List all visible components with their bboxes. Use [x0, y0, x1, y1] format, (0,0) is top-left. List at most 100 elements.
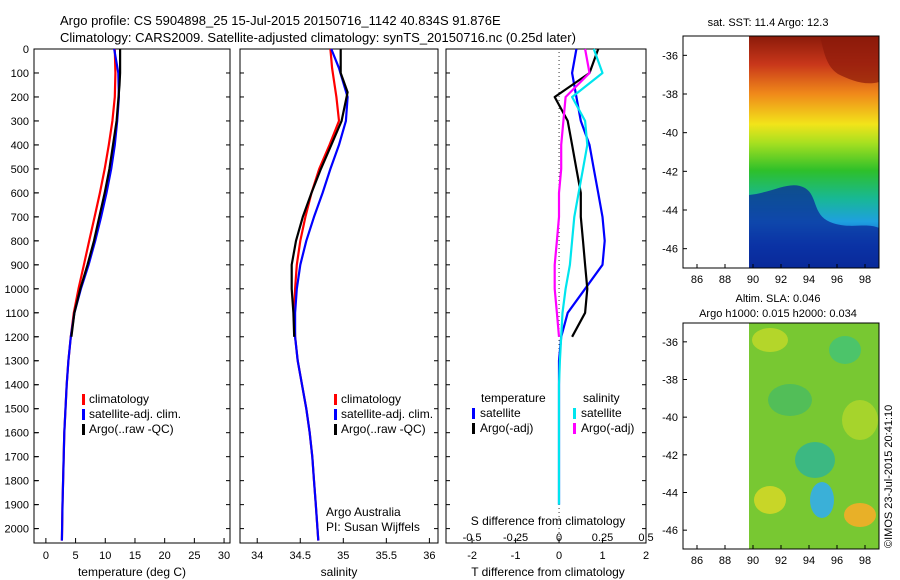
s-tick-label: 0: [556, 532, 562, 544]
x-tick-label: 2: [643, 550, 649, 562]
map-y-tick-label: -46: [662, 525, 678, 537]
depth-tick-label: 900: [11, 260, 29, 272]
map-x-tick-label: 90: [747, 274, 759, 286]
map-y-tick-label: -36: [662, 50, 678, 62]
series-line: [60, 48, 117, 541]
depth-tick-label: 1400: [5, 380, 29, 392]
s-tick-label: 0.5: [638, 532, 653, 544]
temperature-series: [60, 48, 122, 541]
sla-map-axes: 86 88 90 92 94 96 98 -36 -38 -40 -42 -44 -46: [662, 337, 871, 567]
x-tick-label: 25: [188, 550, 200, 562]
sla-blob: [829, 336, 861, 364]
depth-tick-label: 1600: [5, 428, 29, 440]
difference-x-axis: -2 -1 0 1 2 -0.5 -0.25 0 0.25 0.5: [446, 48, 654, 562]
depth-tick-label: 100: [11, 68, 29, 80]
difference-legend: temperature salinitysatelliteArgo(-adj)sa…: [472, 391, 634, 435]
x-tick-label: 30: [218, 550, 230, 562]
x-tick-label: 0: [43, 550, 49, 562]
depth-tick-label: 1700: [5, 452, 29, 464]
map-x-tick-label: 94: [803, 274, 815, 286]
map-x-tick-label: 94: [803, 555, 815, 567]
sst-warm-patch: [820, 36, 879, 84]
series-line: [293, 48, 341, 541]
map-x-tick-label: 98: [859, 555, 871, 567]
map-x-tick-label: 86: [691, 274, 703, 286]
legend-title-salinity: salinity: [583, 391, 620, 405]
sla-map-panel: Altim. SLA: 0.046 Argo h1000: 0.015 h200…: [662, 293, 880, 567]
legend-label: climatology: [341, 392, 401, 406]
sla-map-title-line1: Altim. SLA: 0.046: [736, 293, 821, 305]
s-tick-label: 0.25: [592, 532, 613, 544]
depth-tick-label: 0: [23, 44, 29, 56]
legend-label: climatology: [89, 392, 149, 406]
x-tick-label: -1: [511, 550, 521, 562]
x-tick-label: 35: [337, 550, 349, 562]
depth-tick-label: 1900: [5, 500, 29, 512]
figure-title-line1: Argo profile: CS 5904898_25 15-Jul-2015 …: [60, 13, 501, 28]
series-line: [553, 48, 591, 337]
map-y-tick-label: -40: [662, 128, 678, 140]
sla-blob: [768, 384, 812, 416]
map-y-tick-label: -42: [662, 166, 678, 178]
map-x-tick-label: 98: [859, 274, 871, 286]
annotation-pi: PI: Susan Wijffels: [326, 520, 420, 534]
imos-credit: ©IMOS 23-Jul-2015 20:41:10: [883, 405, 895, 548]
map-y-tick-label: -38: [662, 89, 678, 101]
depth-tick-label: 2000: [5, 524, 29, 536]
legend-title-temperature: temperature: [481, 391, 546, 405]
salinity-series: [290, 48, 349, 541]
x-tick-label: 15: [129, 550, 141, 562]
legend-label: satellite: [480, 406, 521, 420]
map-y-tick-label: -44: [662, 488, 678, 500]
s-difference-xlabel: S difference from climatology: [471, 514, 626, 528]
salinity-panel: 34 34.5 35 35.5 36 climatologysatellite-adj.…: [239, 48, 439, 579]
depth-tick-label: 1200: [5, 332, 29, 344]
depth-tick-label: 800: [11, 236, 29, 248]
temperature-axes-frame: [33, 48, 231, 544]
legend-label: Argo(-adj): [480, 421, 533, 435]
series-line: [294, 48, 349, 541]
legend-swatch: [472, 423, 475, 434]
legend-swatch: [573, 408, 576, 419]
depth-tick-label: 1800: [5, 476, 29, 488]
map-x-tick-label: 88: [719, 274, 731, 286]
t-difference-xlabel: T difference from climatology: [471, 565, 625, 579]
map-y-tick-label: -38: [662, 375, 678, 387]
legend-label: Argo(..raw -QC): [341, 422, 426, 436]
map-x-tick-label: 92: [775, 555, 787, 567]
temperature-x-axis: 0 5 10 15 20 25 30: [34, 48, 230, 562]
salinity-x-axis: 34 34.5 35 35.5 36: [240, 48, 438, 562]
sla-map-title-line2: Argo h1000: 0.015 h2000: 0.034: [699, 308, 857, 320]
figure-title-line2: Climatology: CARS2009. Satellite-adjuste…: [60, 30, 576, 45]
map-y-tick-label: -40: [662, 412, 678, 424]
legend-swatch: [82, 394, 85, 405]
depth-tick-label: 1300: [5, 356, 29, 368]
x-tick-label: 34.5: [290, 550, 311, 562]
sla-blob: [795, 442, 835, 478]
legend-swatch: [82, 409, 85, 420]
x-tick-label: 1: [599, 550, 605, 562]
sst-map-panel: sat. SST: 11.4 Argo: 12.3 86 88 90 92 94 96 98…: [662, 17, 880, 286]
map-y-tick-label: -44: [662, 205, 678, 217]
x-tick-label: 0: [556, 550, 562, 562]
map-x-tick-label: 92: [775, 274, 787, 286]
legend-swatch: [334, 394, 337, 405]
x-tick-label: 10: [99, 550, 111, 562]
difference-axes-frame: [445, 48, 647, 544]
salinity-axes-frame: [239, 48, 439, 544]
difference-series: [553, 48, 606, 505]
depth-tick-label: 1000: [5, 284, 29, 296]
map-x-tick-label: 96: [831, 555, 843, 567]
legend-swatch: [472, 408, 475, 419]
x-tick-label: 34: [251, 550, 263, 562]
temperature-xlabel: temperature (deg C): [78, 565, 186, 579]
series-line: [70, 49, 122, 337]
x-tick-label: -2: [467, 550, 477, 562]
sla-blob: [810, 482, 834, 518]
depth-tick-label: 400: [11, 140, 29, 152]
sst-map-title: sat. SST: 11.4 Argo: 12.3: [708, 17, 829, 29]
sla-blob: [754, 486, 786, 514]
series-line: [553, 48, 600, 338]
